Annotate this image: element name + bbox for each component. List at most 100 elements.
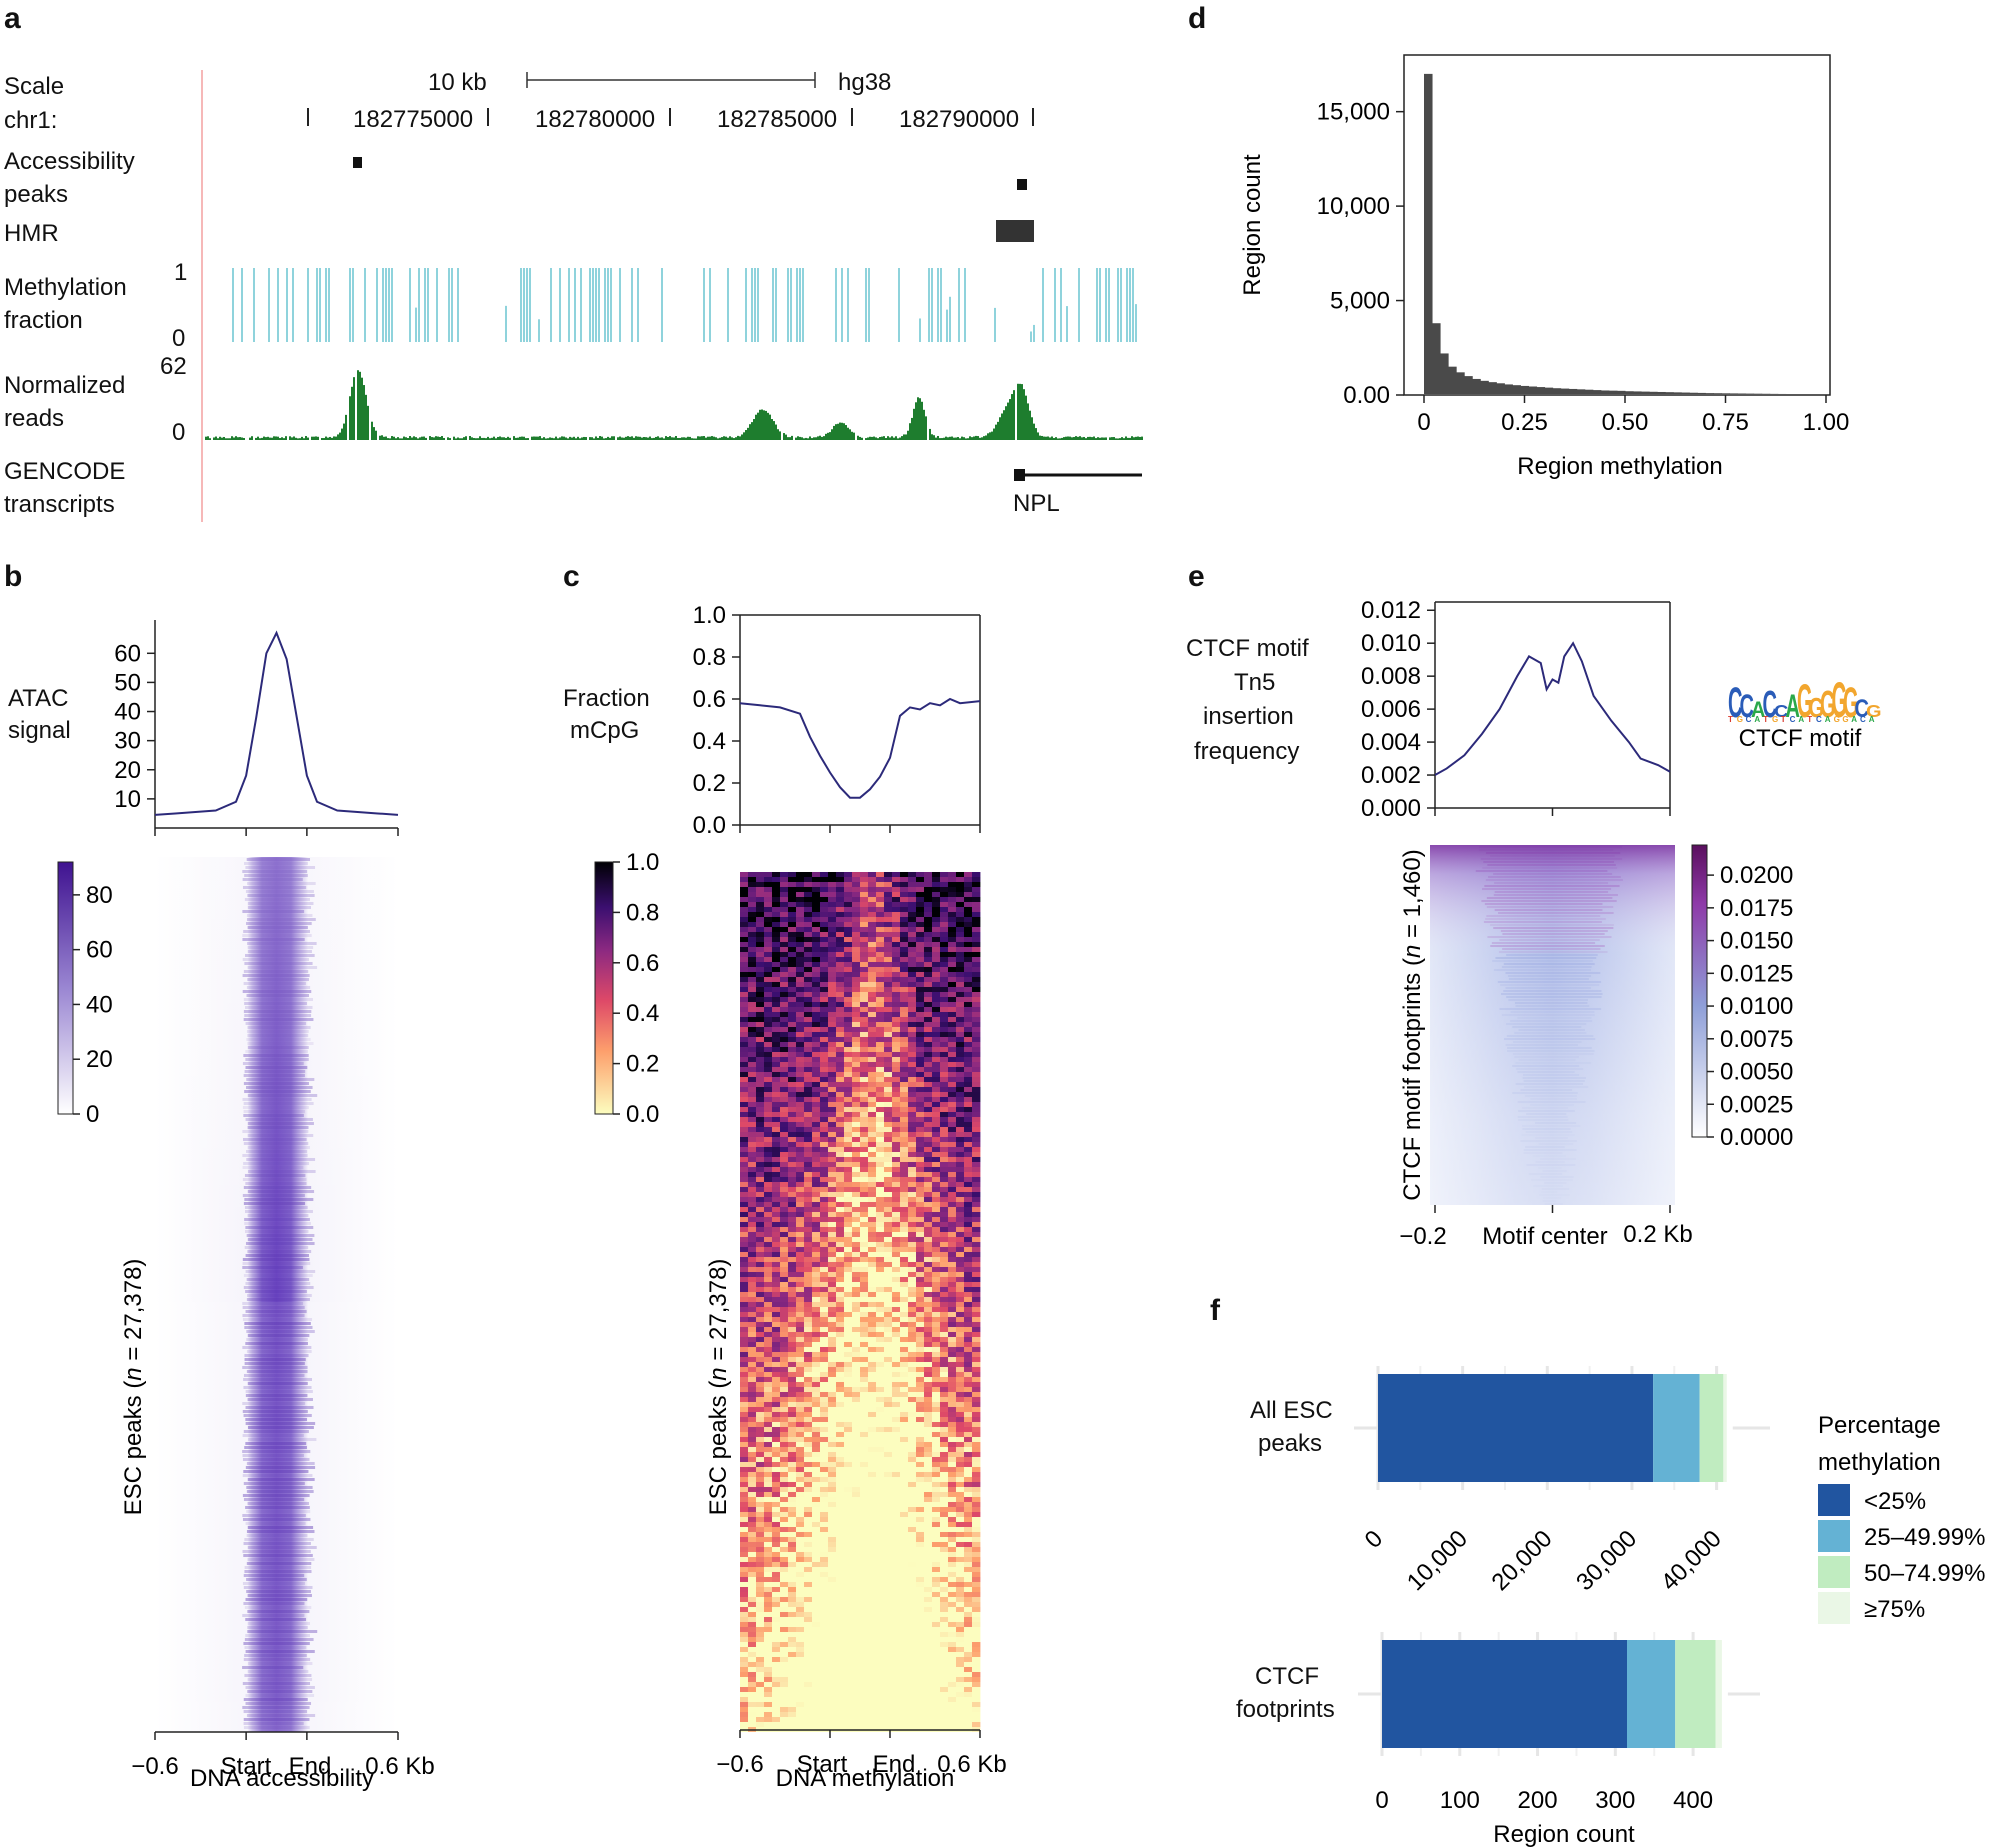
heatmap-cell (964, 1057, 973, 1062)
heatmap-cell (972, 1012, 981, 1017)
reads-bar (1019, 383, 1021, 440)
heatmap-cell (812, 1012, 821, 1017)
heatmap-cell (924, 1477, 933, 1482)
heatmap-cell (796, 1242, 805, 1247)
heatmap-cell (772, 1382, 781, 1387)
heatmap-cell (908, 1512, 917, 1517)
heatmap-cell (796, 1122, 805, 1127)
heatmap-cell (796, 942, 805, 947)
heatmap-cell (972, 1197, 981, 1202)
heatmap-cell (948, 987, 957, 992)
heatmap-cell (836, 907, 845, 912)
heatmap-cell (804, 937, 813, 942)
heatmap-cell (764, 962, 773, 967)
heatmap-cell (892, 1527, 901, 1532)
heatmap-cell (780, 1277, 789, 1282)
heatmap-cell (748, 1017, 757, 1022)
heatmap-cell (756, 977, 765, 982)
heatmap-cell (884, 1392, 893, 1397)
heatmap-cell (844, 1357, 853, 1362)
heatmap-cell (780, 917, 789, 922)
heatmap-cell (940, 942, 949, 947)
reads-bar (1041, 435, 1043, 440)
heatmap-cell (916, 1262, 925, 1267)
heatmap-cell (796, 932, 805, 937)
heatmap-cell (780, 902, 789, 907)
heatmap-cell (820, 1072, 829, 1077)
reads-bar (757, 412, 759, 440)
heatmap-cell (868, 1327, 877, 1332)
heatmap-cell (956, 1147, 965, 1152)
heatmap-cell (940, 952, 949, 957)
heatmap-cell (932, 1082, 941, 1087)
heatmap-cell (956, 1297, 965, 1302)
heatmap-cell (916, 927, 925, 932)
heatmap-cell (844, 1512, 853, 1517)
heatmap-cell (884, 1457, 893, 1462)
heatmap-cell (868, 1342, 877, 1347)
heatmap-cell (956, 922, 965, 927)
heatmap-cell (796, 1177, 805, 1182)
heatmap-cell (820, 1122, 829, 1127)
reads-bar (471, 437, 473, 440)
heatmap-cell (940, 1447, 949, 1452)
heatmap-cell (788, 1437, 797, 1442)
heatmap-cell (764, 1147, 773, 1152)
heatmap-cell (820, 1517, 829, 1522)
heatmap-cell (788, 1377, 797, 1382)
heatmap-cell (940, 1302, 949, 1307)
heatmap-cell (796, 1087, 805, 1092)
heatmap-cell (788, 1222, 797, 1227)
heatmap-cell (892, 1377, 901, 1382)
panel-label-e: e (1188, 560, 1205, 593)
heatmap-cell (876, 897, 885, 902)
heatmap-cell (940, 1432, 949, 1437)
heatmap-cell (780, 1377, 789, 1382)
heatmap-cell (868, 1062, 877, 1067)
heatmap-cell (780, 947, 789, 952)
colorbar-tick-label: 60 (86, 937, 113, 964)
heatmap-cell (820, 1467, 829, 1472)
heatmap-cell (820, 1297, 829, 1302)
heatmap-cell (876, 1032, 885, 1037)
heatmap-cell (804, 1532, 813, 1537)
heatmap-cell (860, 1137, 869, 1142)
heatmap-cell (948, 1412, 957, 1417)
heatmap-cell (884, 1537, 893, 1542)
heatmap-cell (836, 1302, 845, 1307)
heatmap-cell (868, 1082, 877, 1087)
heatmap-cell (932, 877, 941, 882)
heatmap-cell (756, 1027, 765, 1032)
heatmap-cell (772, 1537, 781, 1542)
heatmap-cell (900, 882, 909, 887)
heatmap-cell (908, 1297, 917, 1302)
heatmap-cell (916, 1147, 925, 1152)
heatmap-cell (924, 937, 933, 942)
heatmap-cell (868, 1047, 877, 1052)
heatmap-cell (932, 932, 941, 937)
heatmap-cell (740, 987, 749, 992)
heatmap-cell (900, 1177, 909, 1182)
heatmap-cell (764, 1487, 773, 1492)
heatmap-cell (836, 1492, 845, 1497)
reads-bar (625, 436, 627, 440)
heatmap-cell (900, 1277, 909, 1282)
heatmap-cell (924, 977, 933, 982)
heatmap-cell (932, 1092, 941, 1097)
heatmap-cell (916, 1512, 925, 1517)
heatmap-cell (796, 1117, 805, 1122)
reads-bar (345, 414, 347, 440)
heatmap-cell (940, 897, 949, 902)
histogram-bar (1472, 378, 1481, 394)
heatmap-cell (796, 1157, 805, 1162)
heatmap-cell (748, 1367, 757, 1372)
heatmap-cell (932, 1107, 941, 1112)
heatmap-cell (804, 967, 813, 972)
heatmap-cell (828, 1347, 837, 1352)
heatmap-cell (956, 1282, 965, 1287)
reads-bar (231, 436, 233, 440)
heatmap-cell (740, 1517, 749, 1522)
heatmap-cell (956, 1487, 965, 1492)
heatmap-cell (876, 1292, 885, 1297)
